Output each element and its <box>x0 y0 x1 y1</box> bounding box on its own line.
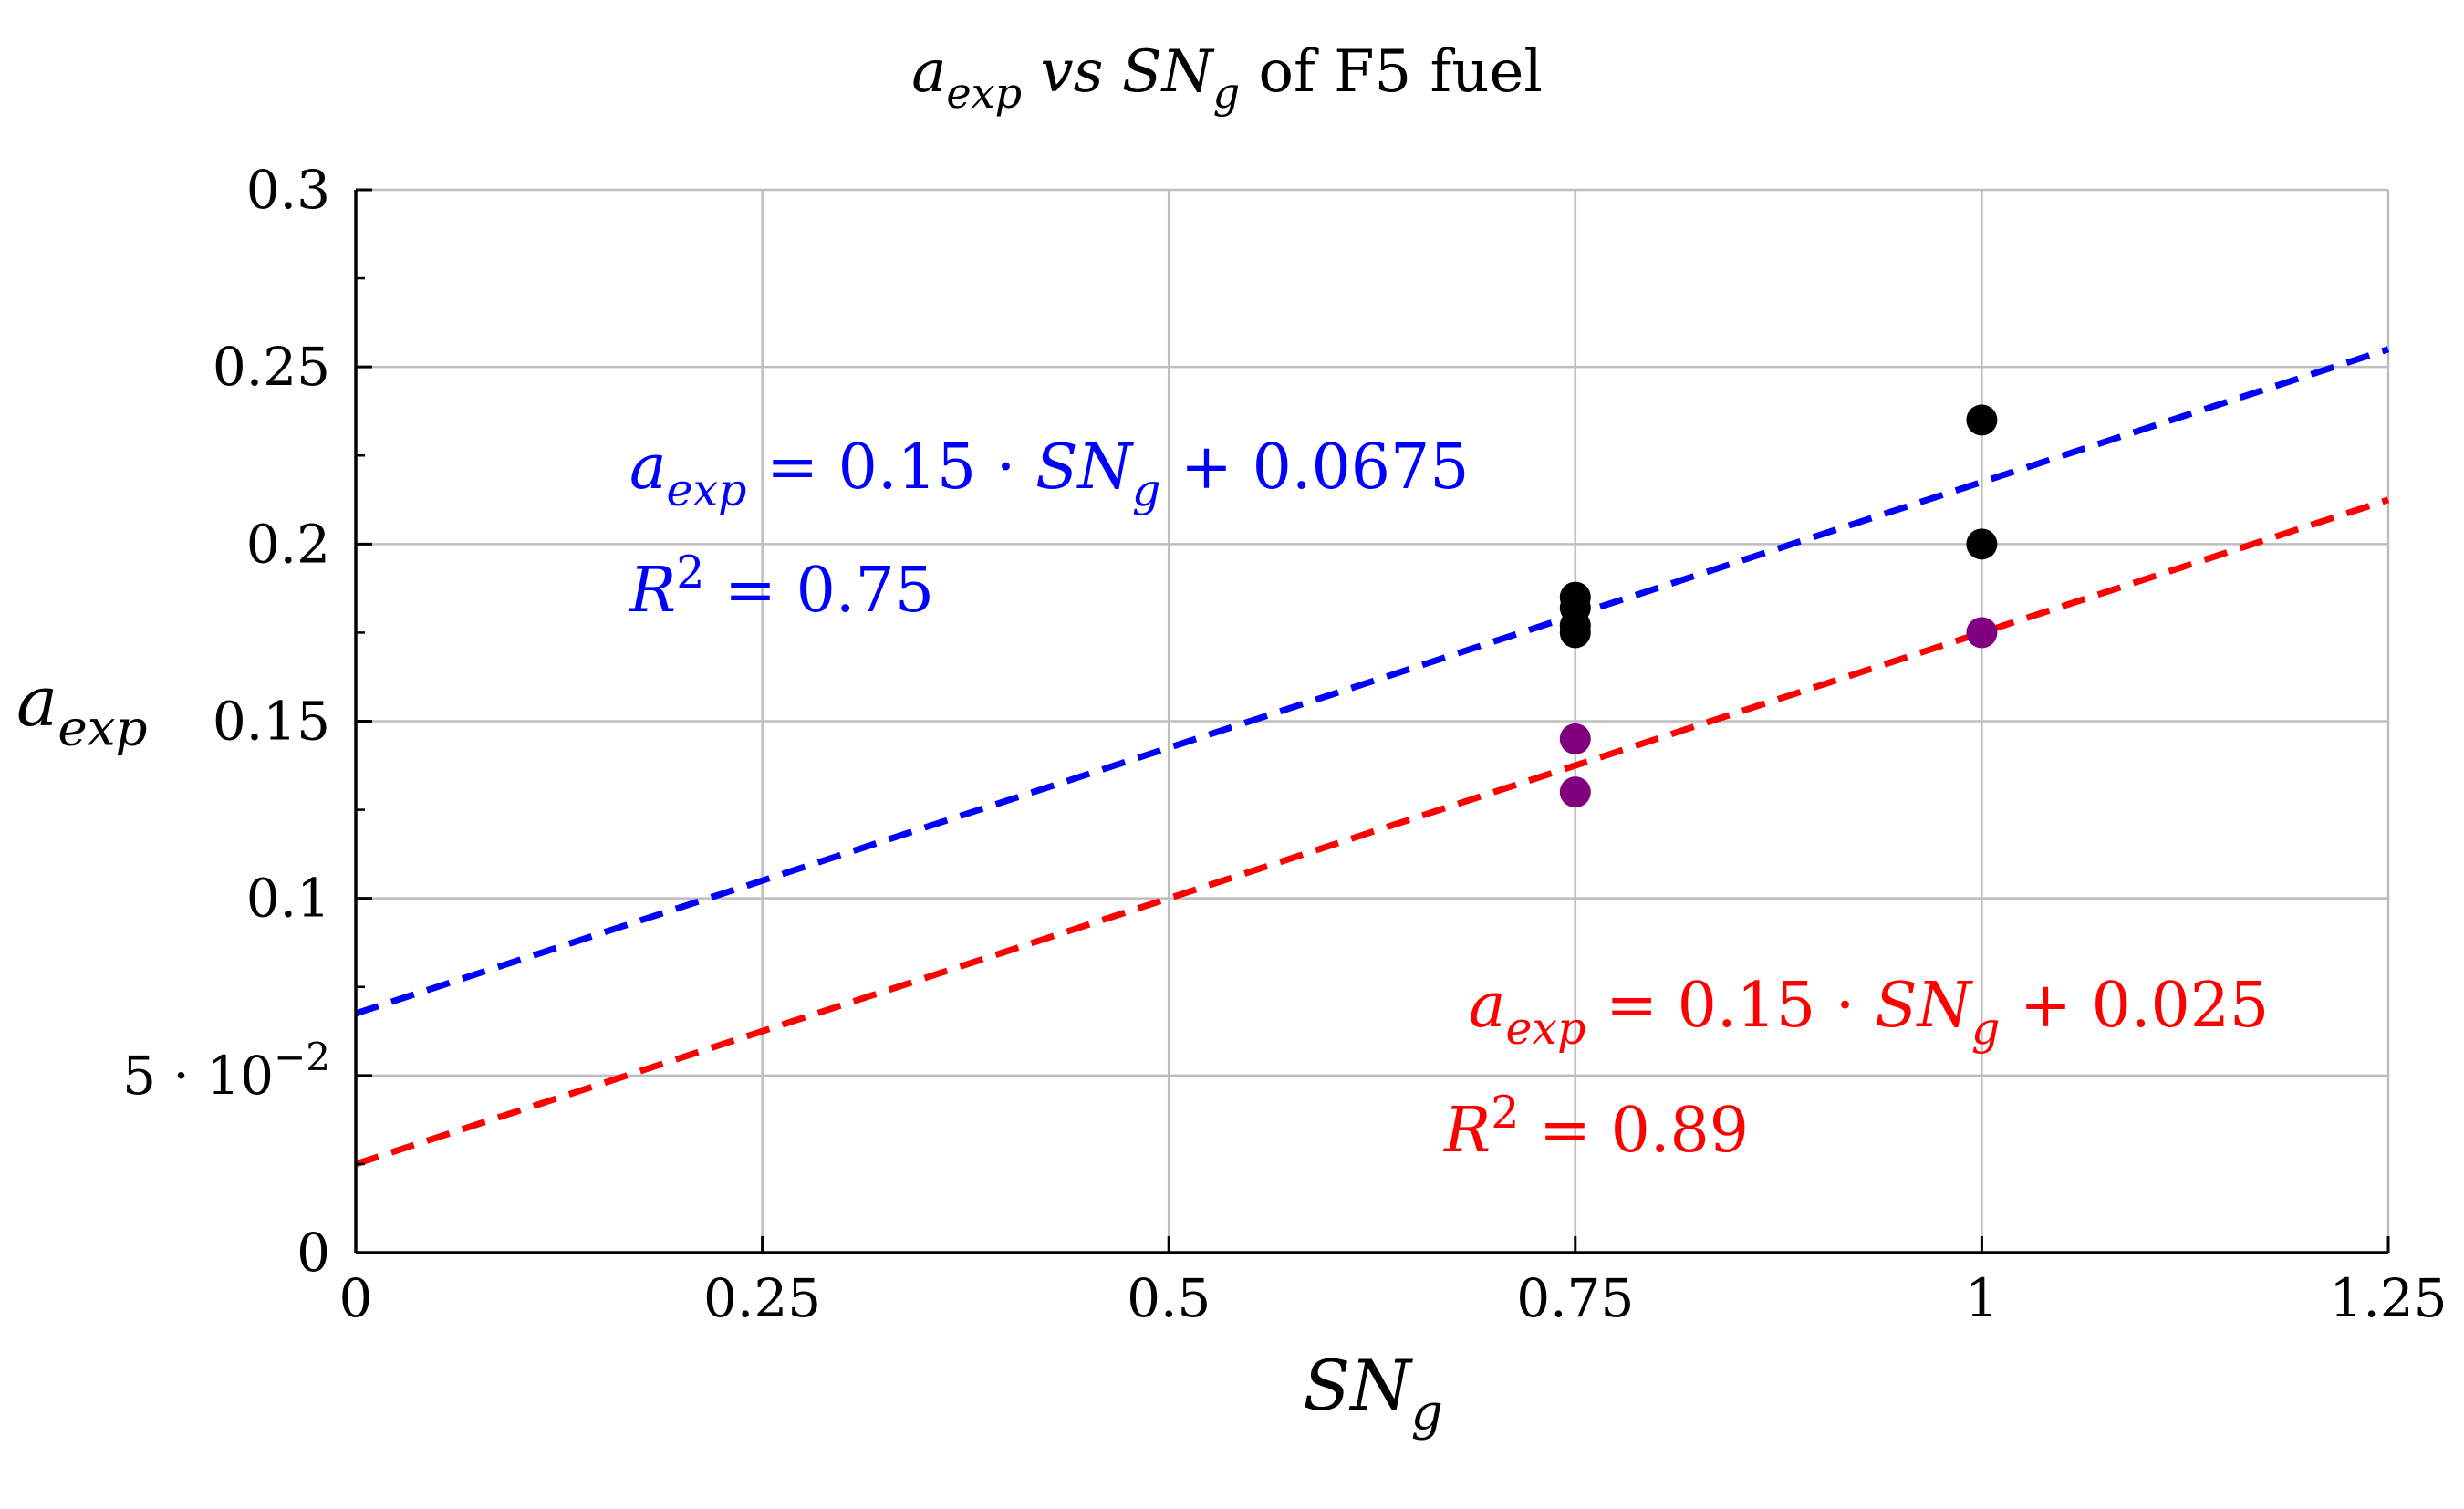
chart-title: aexp vs SNg of F5 fuel <box>911 38 1543 118</box>
data-point-series-1 <box>1559 617 1591 649</box>
fit-r2-1: R2 = 0.75 <box>628 546 934 627</box>
x-tick-label: 1 <box>1965 1267 1999 1329</box>
x-tick-label: 0.5 <box>1127 1267 1211 1329</box>
x-axis-label: SNg <box>1303 1345 1443 1441</box>
x-tick-label: 0.25 <box>703 1267 821 1329</box>
data-point-series-2 <box>1559 776 1591 808</box>
y-tick-label: 0.1 <box>246 868 330 930</box>
data-point-series-1 <box>1966 404 1998 436</box>
data-point-series-2 <box>1559 723 1591 754</box>
fit-line-1 <box>354 346 2390 1017</box>
fit-line-2 <box>354 496 2390 1168</box>
fit-lines <box>354 346 2390 1168</box>
y-axis-label: aexp <box>16 661 148 756</box>
y-tick-label: 0 <box>296 1222 330 1284</box>
x-tick-label: 0.75 <box>1516 1267 1634 1329</box>
x-tick-label: 0 <box>339 1267 373 1329</box>
fit-r2-2: R2 = 0.89 <box>1442 1087 1749 1167</box>
axes <box>354 188 2390 1254</box>
data-point-series-1 <box>1966 528 1998 560</box>
y-tick-label: 0.25 <box>213 336 330 398</box>
fit-equation-2: aexp = 0.15 · SNg + 0.025 <box>1469 970 2269 1055</box>
y-tick-label: 0.2 <box>246 513 330 575</box>
y-tick-label: 5 · 10−2 <box>122 1035 330 1107</box>
labels: 0 0.25 0.5 0.75 1 1.25 0 5 · 10−2 0.1 0.15 0.2 0.25… <box>16 38 2448 1441</box>
data-point-series-2 <box>1966 617 1998 649</box>
y-tick-label: 0.15 <box>213 691 330 753</box>
y-tick-label: 0.3 <box>246 159 330 221</box>
x-tick-label: 1.25 <box>2329 1267 2447 1329</box>
fit-equation-1: aexp = 0.15 · SNg + 0.0675 <box>629 432 1470 516</box>
grid <box>354 188 2390 1254</box>
data-points <box>1559 404 1998 808</box>
